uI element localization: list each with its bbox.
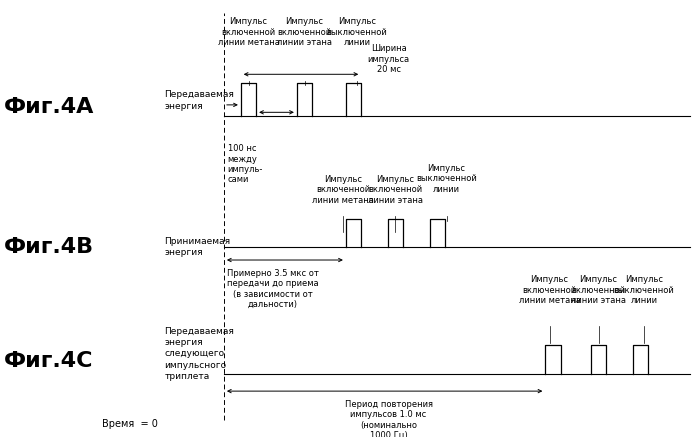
Text: Импульс
включенной
линии метана: Импульс включенной линии метана (218, 17, 279, 47)
Text: Фиг.4A: Фиг.4A (4, 97, 94, 117)
Text: 100 нс
между
импуль-
сами: 100 нс между импуль- сами (228, 144, 263, 184)
Text: Фиг.4C: Фиг.4C (4, 350, 93, 371)
Text: Импульс
включенной
линии этана: Импульс включенной линии этана (277, 17, 332, 47)
Text: Импульс
включенной
линии этана: Импульс включенной линии этана (368, 175, 423, 205)
Text: Период повторения
импульсов 1.0 мс
(номинально
1000 Гц): Период повторения импульсов 1.0 мс (номи… (344, 400, 433, 437)
Text: Передаваемая
энергия: Передаваемая энергия (164, 90, 235, 111)
Text: Время  = 0: Время = 0 (102, 419, 158, 429)
Text: Импульс
включенной
линии этана: Импульс включенной линии этана (571, 275, 626, 305)
Text: Импульс
включенной
линии метана: Импульс включенной линии метана (519, 275, 580, 305)
Text: Примерно 3.5 мкс от
передачи до приема
(в зависимости от
дальности): Примерно 3.5 мкс от передачи до приема (… (227, 269, 319, 309)
Text: Ширина
импульса
20 мс: Ширина импульса 20 мс (368, 45, 409, 74)
Text: Принимаемая
энергия: Принимаемая энергия (164, 237, 230, 257)
Text: Импульс
выключенной
линии: Импульс выключенной линии (327, 17, 387, 47)
Text: Импульс
выключенной
линии: Импульс выключенной линии (614, 275, 674, 305)
Text: Передаваемая
энергия
следующего
импульсного
триплета: Передаваемая энергия следующего импульсн… (164, 327, 235, 381)
Text: Импульс
выключенной
линии: Импульс выключенной линии (416, 164, 477, 194)
Text: Фиг.4B: Фиг.4B (4, 237, 94, 257)
Text: Импульс
включенной
линии метана: Импульс включенной линии метана (312, 175, 374, 205)
